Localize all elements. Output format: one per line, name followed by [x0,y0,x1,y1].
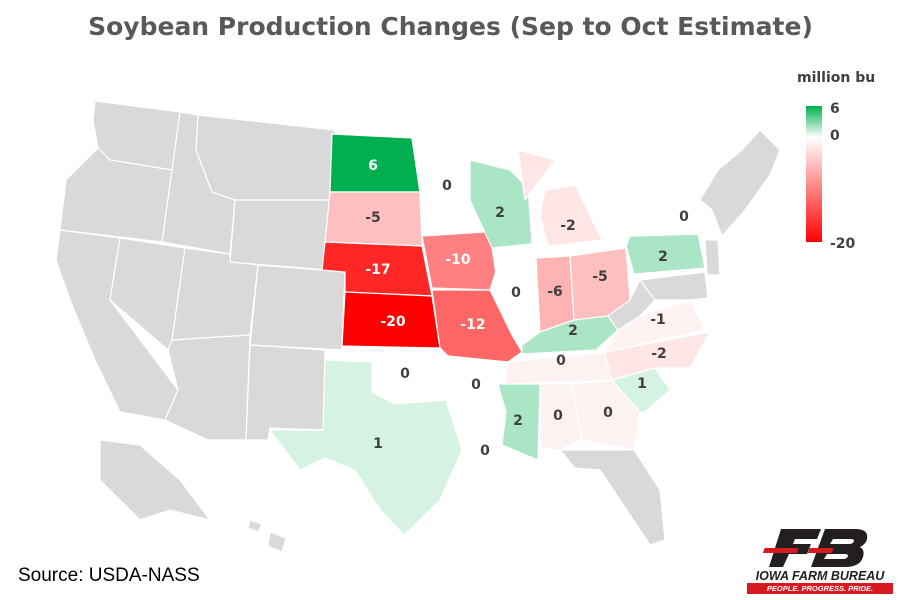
state-value-pa: 2 [658,249,668,265]
state-value-tx: 1 [373,436,383,452]
legend-min-label: -20 [830,236,856,252]
state-nm [245,344,326,441]
state-value-sc: 1 [637,376,647,392]
state-al [539,383,583,451]
state-value-nd: 6 [368,158,378,174]
state-il [491,243,541,341]
legend-max-label: 6 [830,101,840,117]
state-tx [268,359,463,536]
state-value-ia: -10 [445,252,471,268]
state-ia [421,231,501,291]
state-value-ks: -20 [380,314,406,330]
state-value-in: -6 [547,284,563,300]
legend-unit-label: million bu [797,70,876,86]
logo-tagline: PEOPLE. PROGRESS. PRIDE. [747,583,893,594]
state-value-nc: -2 [651,346,667,362]
state-az [164,334,251,441]
state-fl [558,449,666,546]
state-mt [195,114,336,201]
state-mi [517,149,603,247]
state-mn [411,137,481,237]
legend-mid-label: 0 [830,128,840,144]
state-value-tn: 0 [556,353,566,369]
fb-logo-icon [762,529,868,567]
state-value-ar: 0 [471,377,481,393]
state-value-ky: 2 [568,323,578,339]
state-value-ny: 0 [679,209,689,225]
state-value-ne: -17 [365,262,390,278]
state-value-sd: -5 [365,210,381,226]
state-value-ms: 2 [513,413,523,429]
state-value-al: 0 [553,408,563,424]
map-title: Soybean Production Changes (Sep to Oct E… [88,12,813,41]
state-hi [247,519,287,553]
state-ga [571,379,641,451]
state-pa [625,233,706,275]
source-note: Source: USDA-NASS [18,565,200,586]
state-nj [704,239,721,276]
state-value-ga: 0 [603,405,613,421]
state-value-la: 0 [480,443,490,459]
state-value-wi: 2 [495,205,505,221]
state-value-mn: 0 [442,178,452,194]
state-value-mo: -12 [460,317,485,333]
state-nc [604,331,712,381]
state-value-il: 0 [511,285,521,301]
state-co [249,264,346,351]
state-md [638,271,709,301]
iowa-farm-bureau-logo: IOWA FARM BUREAU PEOPLE. PROGRESS. PRIDE… [745,525,895,595]
state-value-oh: -5 [592,269,608,285]
legend-color-scale [806,106,822,242]
state-wy [229,199,333,271]
logo-name: IOWA FARM BUREAU [755,569,885,583]
state-mo [431,289,523,363]
state-value-va: -1 [650,312,666,328]
state-value-ok: 0 [400,366,410,382]
state-ak [99,439,212,521]
state-value-mi: -2 [560,218,576,234]
state-ne-region [699,129,781,238]
state-ms [497,383,541,461]
